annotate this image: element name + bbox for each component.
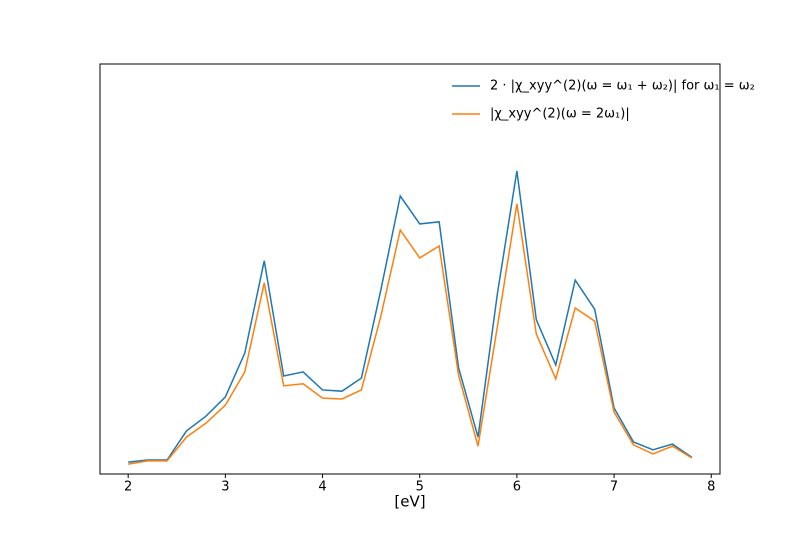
x-tick-label: 7 xyxy=(610,480,618,495)
series-line xyxy=(128,170,693,463)
x-tick-label: 5 xyxy=(416,480,424,495)
x-tick-label: 2 xyxy=(124,480,132,495)
x-tick-label: 4 xyxy=(318,480,326,495)
x-tick-label: 3 xyxy=(221,480,229,495)
series-line xyxy=(128,203,693,465)
plot-frame xyxy=(99,63,721,475)
x-axis-label: [eV] xyxy=(394,493,425,511)
x-tick-label: 6 xyxy=(513,480,521,495)
legend-label: |χ_xyy^(2)(ω = 2ω₁)| xyxy=(490,107,630,122)
x-tick-label: 8 xyxy=(707,480,715,495)
legend-label: 2 · |χ_xyy^(2)(ω = ω₁ + ω₂)| for ω₁ = ω₂ xyxy=(490,79,755,94)
